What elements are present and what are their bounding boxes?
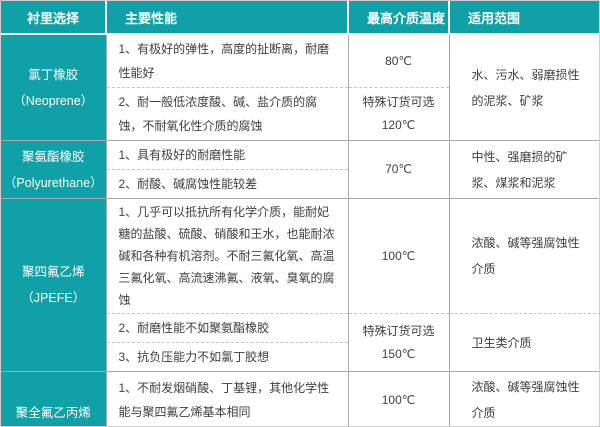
material-cell-polyurethane: 聚氨酯橡胶 （Polyurethane） — [1, 140, 107, 199]
range-cell: 浓酸、碱等强腐蚀性介质 — [449, 198, 599, 314]
table-row: 氯丁橡胶 （Neoprene） 1、有极好的弹性，高度的扯断离，耐磨性能好 80… — [1, 34, 599, 141]
table-row: 2、耐磨性能不如聚氨酯橡胶 特殊订货可选 150℃ 卫生类介质 — [1, 313, 599, 372]
material-en-name: （Neoprene） — [13, 93, 94, 108]
range-cell: 中性、强磨损的矿浆、煤浆和泥浆 — [449, 140, 599, 199]
header-row: 衬里选择 主要性能 最高介质温度 适用范围 — [1, 1, 599, 35]
material-name: 氯丁橡胶 — [28, 67, 79, 82]
header-max-medium-temperature: 最高介质温度 — [348, 1, 450, 35]
temperature-cell: 80℃ — [348, 34, 450, 88]
range-cell: 卫生类介质 — [449, 313, 599, 372]
property-cell: 2、耐一般低浓度酸、碱、盐介质的腐蚀，不耐氧化性介质的腐蚀 — [106, 87, 349, 141]
material-cell-ptfe: 聚四氟乙烯 （JPEFE） — [1, 198, 107, 372]
material-name: 聚全氟乙丙烯 — [15, 405, 91, 420]
range-cell: 浓酸、碱等强腐蚀性介质 — [449, 371, 599, 426]
property-cell: 1、有极好的弹性，高度的扯断离，耐磨性能好 — [106, 34, 349, 88]
material-en-name: （Polyurethane） — [3, 175, 103, 190]
header-lining-selection: 衬里选择 — [1, 1, 107, 35]
range-cell: 水、污水、弱磨损性的泥浆、矿浆 — [449, 34, 599, 141]
property-cell: 1、几乎可以抵抗所有化学介质，能耐妃糖的盐酸、硫酸、硝酸和王水，也能耐浓碱和各种… — [106, 198, 349, 314]
property-cell: 2、耐酸、碱腐蚀性能较差 — [106, 169, 349, 199]
property-cell: 1、不耐发烟硝酸、丁基锂，其他化学性能与聚四氟乙烯基本相同 — [106, 371, 349, 426]
temperature-cell: 100℃ — [348, 198, 450, 314]
material-cell-neoprene: 氯丁橡胶 （Neoprene） — [1, 34, 107, 141]
table-row: 3、抗负压能力不如氯丁胶想 — [1, 342, 599, 372]
header-applicable-range: 适用范围 — [449, 1, 599, 35]
header-main-performance: 主要性能 — [106, 1, 349, 35]
material-en-name: （JPEFE） — [21, 291, 86, 305]
material-name: 聚氨酯橡胶 — [21, 149, 85, 164]
table-row: 2、耐一般低浓度酸、碱、盐介质的腐蚀，不耐氧化性介质的腐蚀 特殊订货可选 120… — [1, 87, 599, 141]
table-row: 聚氨酯橡胶 （Polyurethane） 1、具有极好的耐磨性能 70℃ 中性、… — [1, 140, 599, 199]
temperature-cell: 70℃ — [348, 140, 450, 199]
property-cell: 3、抗负压能力不如氯丁胶想 — [106, 342, 349, 372]
property-cell: 2、耐磨性能不如聚氨酯橡胶 — [106, 313, 349, 343]
property-cell: 1、具有极好的耐磨性能 — [106, 140, 349, 170]
table-row: 2、耐酸、碱腐蚀性能较差 — [1, 169, 599, 199]
temperature-cell: 特殊订货可选 120℃ — [348, 87, 450, 141]
temperature-cell: 特殊订货可选 150℃ — [348, 313, 450, 372]
temperature-cell: 100℃ — [348, 371, 450, 426]
table-row: 聚四氟乙烯 （JPEFE） 1、几乎可以抵抗所有化学介质，能耐妃糖的盐酸、硫酸、… — [1, 198, 599, 372]
material-cell-f46: 聚全氟乙丙烯 （F46） — [1, 371, 107, 426]
material-name: 聚四氟乙烯 — [21, 265, 85, 279]
table-row: 聚全氟乙丙烯 （F46） 1、不耐发烟硝酸、丁基锂，其他化学性能与聚四氟乙烯基本… — [1, 371, 599, 426]
